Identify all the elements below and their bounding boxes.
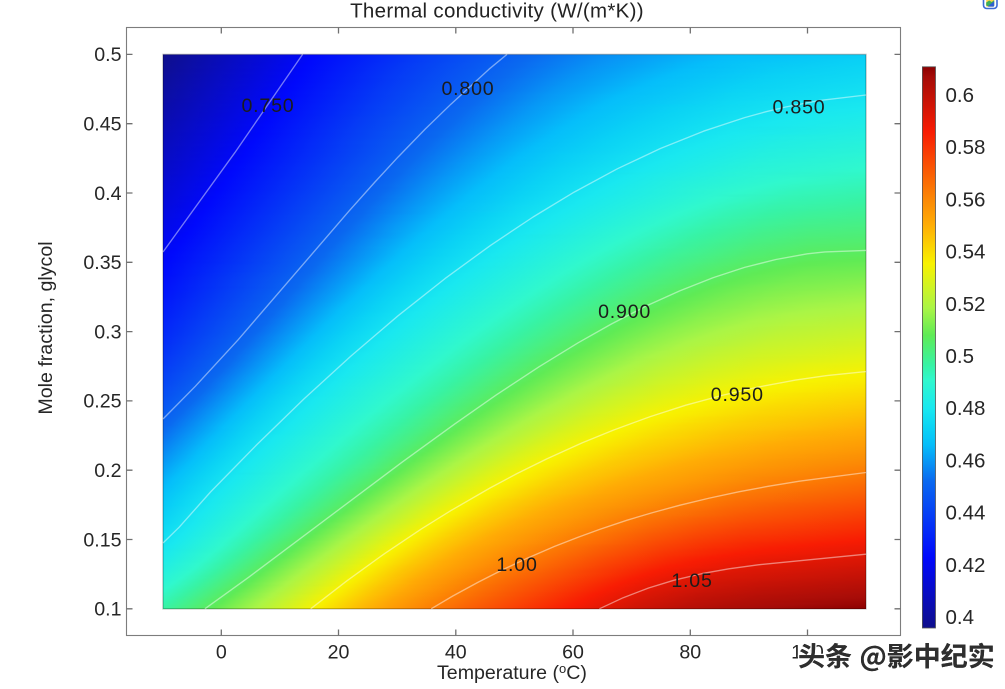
svg-text:0.56: 0.56: [946, 188, 986, 211]
svg-text:60: 60: [562, 642, 584, 664]
svg-text:Mole fraction, glycol: Mole fraction, glycol: [35, 241, 57, 414]
svg-text:0.1: 0.1: [94, 599, 121, 621]
svg-text:0.52: 0.52: [946, 293, 986, 316]
svg-text:Thermal conductivity (W/(m*K)): Thermal conductivity (W/(m*K)): [350, 0, 644, 23]
svg-text:Temperature (oC): Temperature (oC): [437, 661, 587, 684]
svg-text:0.45: 0.45: [83, 114, 121, 136]
svg-text:0.15: 0.15: [83, 529, 121, 551]
svg-text:0.900: 0.900: [598, 301, 651, 323]
svg-text:0.4: 0.4: [946, 606, 975, 629]
svg-text:0: 0: [216, 642, 227, 664]
svg-text:0.25: 0.25: [83, 391, 121, 413]
svg-text:20: 20: [328, 642, 350, 664]
svg-text:0.44: 0.44: [946, 502, 986, 525]
svg-text:0.3: 0.3: [94, 321, 121, 343]
svg-text:0.58: 0.58: [946, 136, 986, 159]
svg-text:1.05: 1.05: [671, 570, 712, 592]
svg-text:0.750: 0.750: [241, 95, 294, 117]
svg-text:40: 40: [445, 642, 467, 664]
svg-text:80: 80: [679, 642, 701, 664]
svg-text:0.950: 0.950: [711, 384, 764, 406]
svg-text:0.46: 0.46: [946, 449, 986, 472]
svg-text:0.5: 0.5: [94, 44, 121, 66]
svg-text:0.42: 0.42: [946, 554, 986, 577]
svg-text:0.2: 0.2: [94, 460, 121, 482]
svg-text:0.5: 0.5: [946, 345, 975, 368]
svg-text:0.6: 0.6: [946, 84, 975, 107]
svg-text:0.4: 0.4: [94, 183, 121, 205]
svg-text:0.54: 0.54: [946, 241, 986, 264]
svg-text:0.48: 0.48: [946, 397, 986, 420]
svg-text:0.35: 0.35: [83, 252, 121, 274]
svg-text:1.00: 1.00: [496, 554, 537, 576]
svg-text:0.850: 0.850: [772, 96, 825, 118]
svg-text:0.800: 0.800: [441, 78, 494, 100]
